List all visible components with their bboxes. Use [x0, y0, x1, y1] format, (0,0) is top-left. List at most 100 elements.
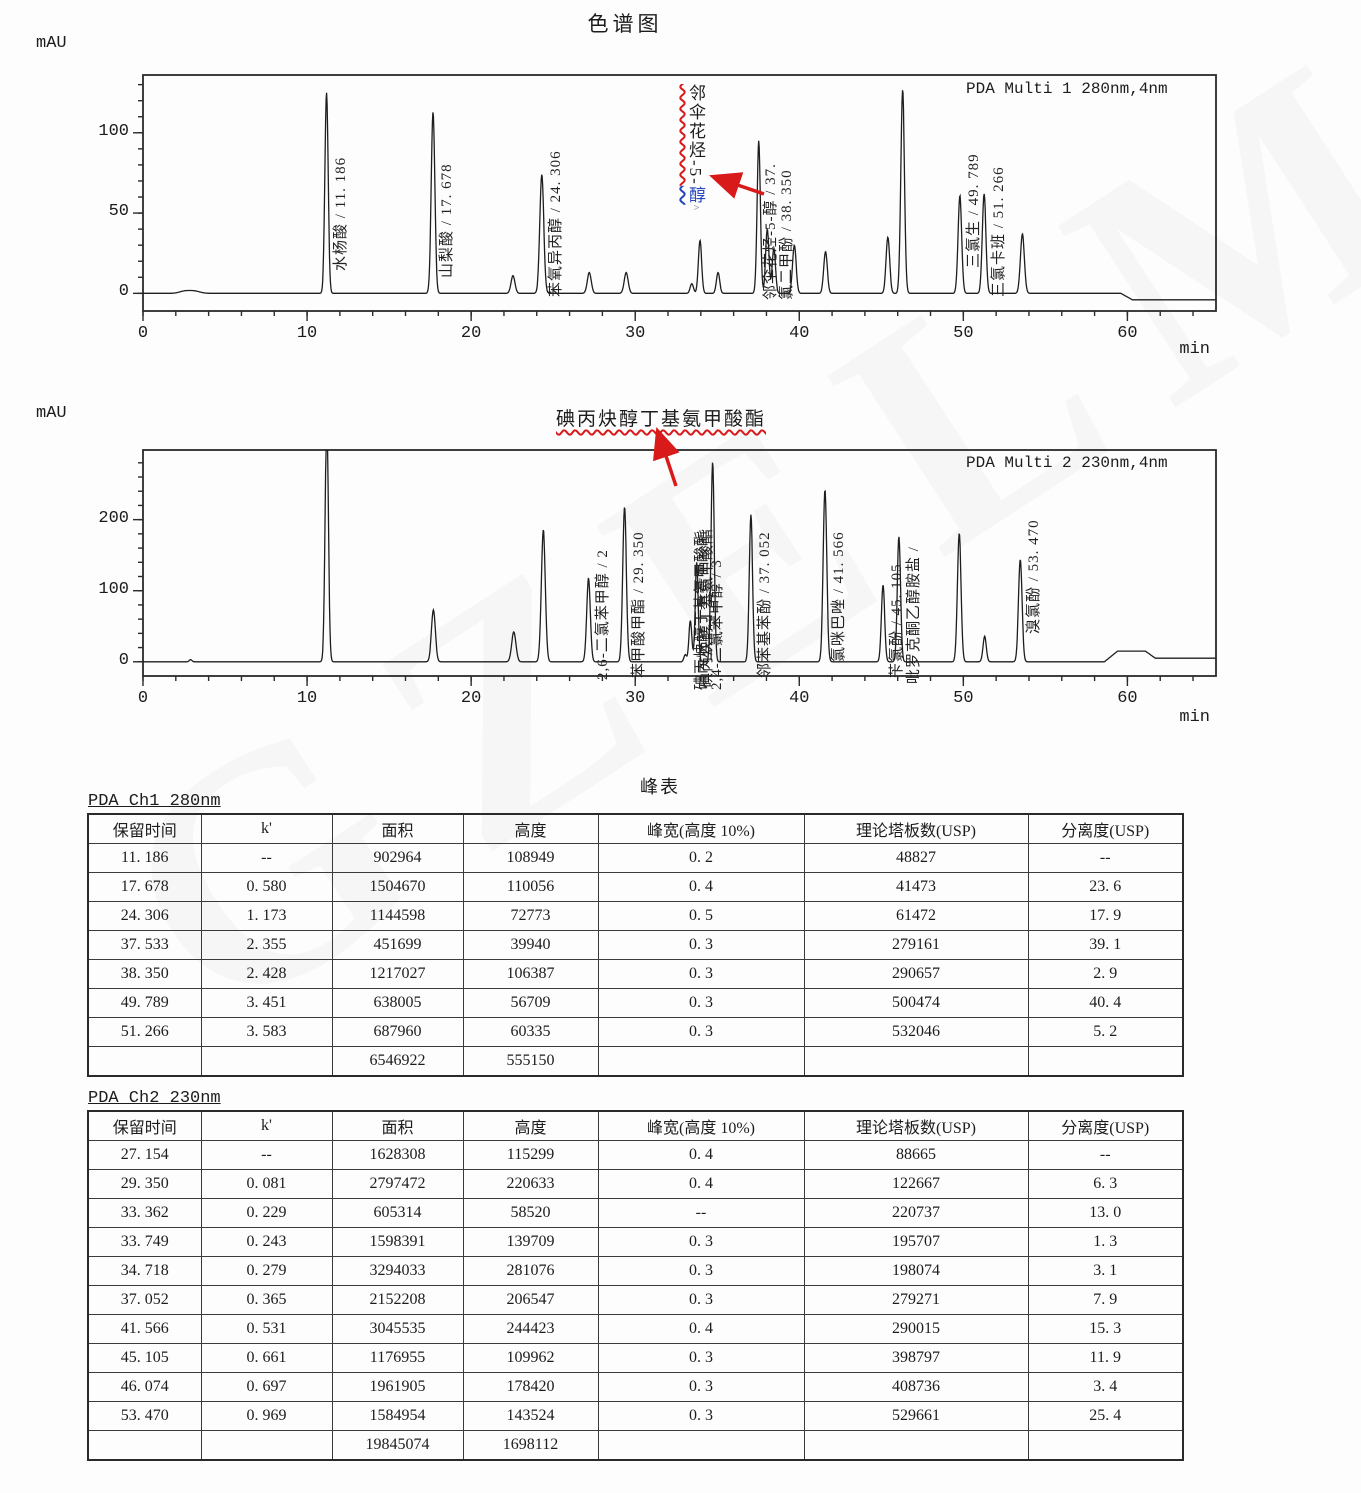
table-cell: 37. 533: [87, 930, 202, 960]
table-cell: 529661: [803, 1401, 1029, 1431]
table-cell: 39940: [462, 930, 599, 960]
x-tick-label: 0: [137, 324, 149, 343]
table-cell: 1698112: [462, 1430, 599, 1461]
table-cell: 34. 718: [87, 1256, 202, 1286]
page-title: 色谱图: [587, 12, 663, 36]
table-cell: 11. 9: [1027, 1343, 1184, 1373]
peak-label: 苯氧异丙醇 / 24. 306: [547, 150, 564, 297]
table-cell: 53. 470: [87, 1401, 202, 1431]
table-cell: 38. 350: [87, 959, 202, 989]
annotation-arrow: [709, 172, 765, 199]
table-row: 24. 306 1. 173 1144598 72773 0. 5 61472 17. 9: [87, 901, 1184, 931]
table-row: 49. 789 3. 451 638005 56709 0. 3 500474 40. 4: [87, 988, 1184, 1018]
table-cell: 7. 9: [1027, 1285, 1184, 1315]
table-cell: 206547: [462, 1285, 599, 1315]
table-row: 17. 678 0. 580 1504670 110056 0. 4 41473 23. 6: [87, 872, 1184, 902]
table-cell: 1144598: [331, 901, 464, 931]
table-cell: 25. 4: [1027, 1401, 1184, 1431]
x-tick-label: 50: [953, 324, 974, 343]
table-cell: 56709: [462, 988, 599, 1018]
peak-label: 水杨酸 / 11. 186: [332, 156, 349, 271]
column-header: 分离度(USP): [1027, 1110, 1184, 1141]
table-cell: 45. 105: [87, 1343, 202, 1373]
table-cell: 51. 266: [87, 1017, 202, 1047]
column-header: 分离度(USP): [1027, 813, 1184, 844]
table-row: 27. 154 -- 1628308 115299 0. 4 88665 --: [87, 1140, 1184, 1170]
table-row: 45. 105 0. 661 1176955 109962 0. 3 398797 11. …: [87, 1343, 1184, 1373]
column-header: 理论塔板数(USP): [803, 813, 1029, 844]
table-cell: 15. 3: [1027, 1314, 1184, 1344]
table-cell: 122667: [803, 1169, 1029, 1199]
table-cell: 0. 229: [200, 1198, 333, 1228]
table-cell: 60335: [462, 1017, 599, 1047]
x-tick-label: 50: [953, 689, 974, 708]
column-header: 峰宽(高度 10%): [597, 813, 805, 844]
table-cell: 72773: [462, 901, 599, 931]
table-cell: 0. 580: [200, 872, 333, 902]
x-tick-label: 40: [789, 689, 810, 708]
table-cell: [200, 1046, 333, 1077]
table-cell: 0. 3: [597, 1017, 805, 1047]
table-cell: 290015: [803, 1314, 1029, 1344]
table-cell: 0. 3: [597, 959, 805, 989]
table-cell: 1961905: [331, 1372, 464, 1402]
x-axis-unit-ch2: min: [1179, 708, 1210, 727]
table-section-label-ch2: PDA Ch2 230nm: [88, 1089, 221, 1108]
table-cell: [597, 1430, 805, 1461]
table-cell: 2. 355: [200, 930, 333, 960]
table-cell: 17. 678: [87, 872, 202, 902]
table-cell: 0. 697: [200, 1372, 333, 1402]
column-header: 保留时间: [87, 1110, 202, 1141]
table-cell: 1. 3: [1027, 1227, 1184, 1257]
table-row: 38. 350 2. 428 1217027 106387 0. 3 290657 2. 9: [87, 959, 1184, 989]
table-cell: 41473: [803, 872, 1029, 902]
table-cell: 48827: [803, 843, 1029, 873]
table-cell: 555150: [462, 1046, 599, 1077]
annotation-ipbc: 碘丙炔醇丁基氨甲酸酯: [556, 409, 767, 430]
table-cell: 281076: [462, 1256, 599, 1286]
peak-label: 三氯生 / 49. 789: [965, 153, 982, 268]
table-row: 11. 186 -- 902964 108949 0. 2 48827 --: [87, 843, 1184, 873]
table-cell: 532046: [803, 1017, 1029, 1047]
table-row: 19845074 1698112: [87, 1430, 1184, 1461]
table-cell: 0. 531: [200, 1314, 333, 1344]
table-cell: 902964: [331, 843, 464, 873]
table-cell: 3294033: [331, 1256, 464, 1286]
table-cell: 1598391: [331, 1227, 464, 1257]
table-cell: [87, 1430, 202, 1461]
table-cell: 24. 306: [87, 901, 202, 931]
column-header: 保留时间: [87, 813, 202, 844]
table-cell: 0. 243: [200, 1227, 333, 1257]
column-header: 面积: [331, 813, 464, 844]
table-cell: 195707: [803, 1227, 1029, 1257]
peak-table-ch1: PDA Ch1 280nm 保留时间 k' 面积 高度 峰宽(高度 10%) 理论塔板数(…: [87, 792, 1184, 1077]
table-cell: 143524: [462, 1401, 599, 1431]
table-row: 41. 566 0. 531 3045535 244423 0. 4 290015 15. …: [87, 1314, 1184, 1344]
y-axis-unit-ch1: mAU: [36, 34, 67, 53]
table-cell: 0. 2: [597, 843, 805, 873]
table-cell: 11. 186: [87, 843, 202, 873]
peak-table: 保留时间 k' 面积 高度 峰宽(高度 10%) 理论塔板数(USP) 分离度(USP) 27…: [87, 1110, 1184, 1461]
table-cell: 0. 3: [597, 1285, 805, 1315]
peak-label: 2,4-二氯苯甲醇 / 3: [708, 559, 725, 690]
table-cell: 3045535: [331, 1314, 464, 1344]
peak-label: 邻苯基苯酚 / 37. 052: [756, 531, 773, 678]
table-cell: 0. 3: [597, 1372, 805, 1402]
table-cell: 3. 1: [1027, 1256, 1184, 1286]
table-cell: 106387: [462, 959, 599, 989]
table-cell: 2797472: [331, 1169, 464, 1199]
table-section-label-ch1: PDA Ch1 280nm: [88, 792, 221, 811]
table-cell: 0. 3: [597, 1401, 805, 1431]
table-cell: 6546922: [331, 1046, 464, 1077]
table-cell: 115299: [462, 1140, 599, 1170]
table-cell: --: [200, 843, 333, 873]
column-header: 高度: [462, 1110, 599, 1141]
column-header: 高度: [462, 813, 599, 844]
table-cell: 198074: [803, 1256, 1029, 1286]
table-row: 29. 350 0. 081 2797472 220633 0. 4 122667 6. 3: [87, 1169, 1184, 1199]
table-cell: 108949: [462, 843, 599, 873]
table-cell: --: [1027, 843, 1184, 873]
table-cell: 0. 3: [597, 930, 805, 960]
table-cell: [87, 1046, 202, 1077]
